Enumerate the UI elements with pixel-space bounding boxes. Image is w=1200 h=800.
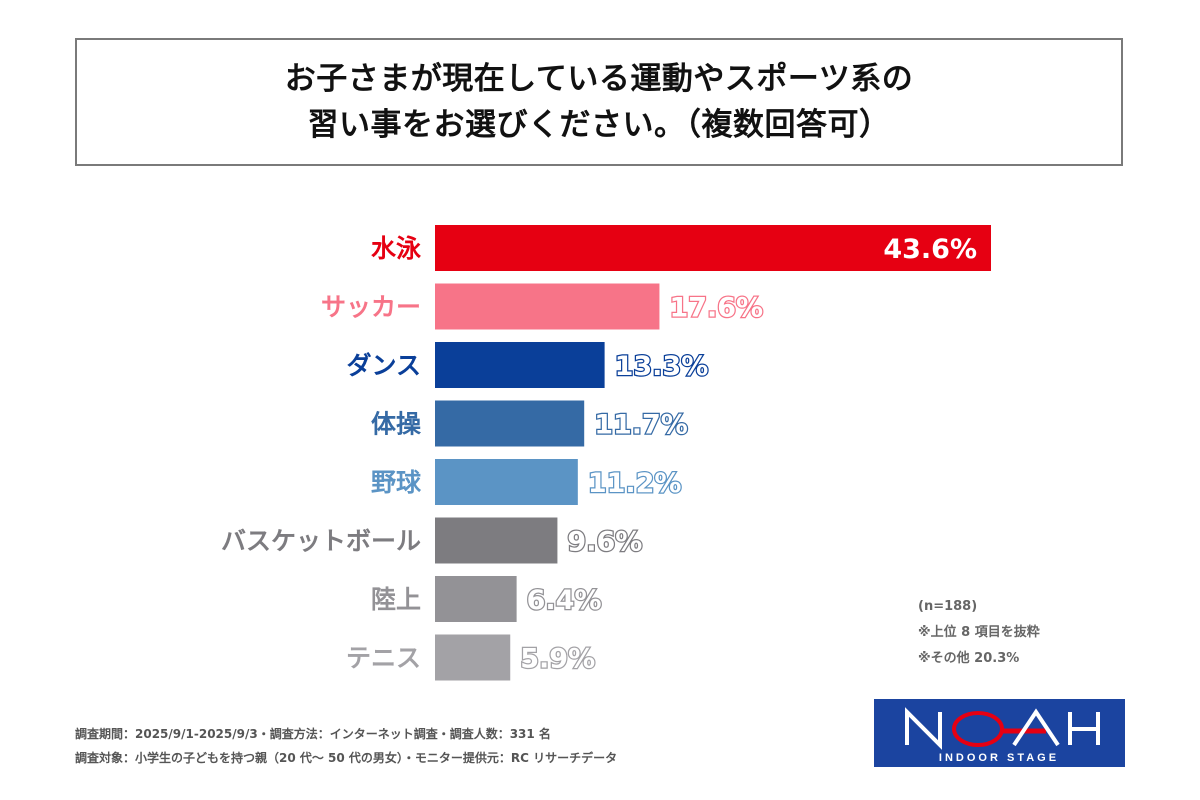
survey-period-text: 調査期間：2025/9/1-2025/9/3・調査方法：インターネット調査・調査… [75, 727, 551, 741]
other-note: ※その他 20.3% [918, 651, 1020, 666]
top-items-note: ※上位 8 項目を抜粋 [918, 625, 1040, 640]
sample-size-note: (n=188) [918, 599, 978, 614]
title-box: お子さまが現在している運動やスポーツ系の 習い事をお選びください。（複数回答可） [75, 38, 1123, 166]
value-label: 9.6% [567, 527, 642, 558]
survey-footer: 調査期間：2025/9/1-2025/9/3・調査方法：インターネット調査・調査… [75, 722, 617, 770]
category-label: テニス [346, 644, 421, 673]
category-label: サッカー [321, 293, 421, 322]
bar [435, 225, 991, 271]
noah-logo-icon: INDOOR STAGE [905, 707, 1100, 764]
bar [435, 517, 558, 564]
category-label: バスケットボール [221, 527, 421, 556]
bar [435, 283, 660, 330]
bar [435, 342, 605, 388]
category-label: ダンス [346, 351, 421, 380]
chart-title-line-1: お子さまが現在している運動やスポーツ系の [284, 61, 914, 97]
logo-subtitle: INDOOR STAGE [939, 752, 1059, 764]
bar-chart: 水泳 43.6% サッカー 17.6% ダンス 13.3% 体操 11.7% 野球 11.2% バス… [221, 225, 991, 681]
category-label: 野球 [371, 468, 422, 497]
value-label: 17.6% [669, 293, 763, 324]
noah-logo: INDOOR STAGE [874, 699, 1125, 767]
chart-title-line-2: 習い事をお選びください。（複数回答可） [307, 107, 891, 143]
bar [435, 459, 578, 505]
value-label: 6.4% [527, 585, 602, 616]
bar [435, 400, 585, 447]
value-label: 13.3% [615, 351, 709, 382]
category-label: 水泳 [371, 234, 422, 263]
value-label: 5.9% [520, 644, 595, 675]
survey-target-text: 調査対象：小学生の子どもを持つ親（20 代～ 50 代の男女）・モニター提供元：… [75, 751, 618, 765]
category-label: 体操 [371, 410, 422, 439]
value-label: 11.2% [588, 468, 682, 499]
category-label: 陸上 [371, 585, 421, 614]
bar [435, 634, 511, 681]
chart-notes: (n=188) ※上位 8 項目を抜粋 ※その他 20.3% [918, 594, 1040, 672]
value-label: 43.6% [883, 234, 977, 265]
value-label: 11.7% [594, 410, 688, 441]
bar [435, 576, 517, 622]
